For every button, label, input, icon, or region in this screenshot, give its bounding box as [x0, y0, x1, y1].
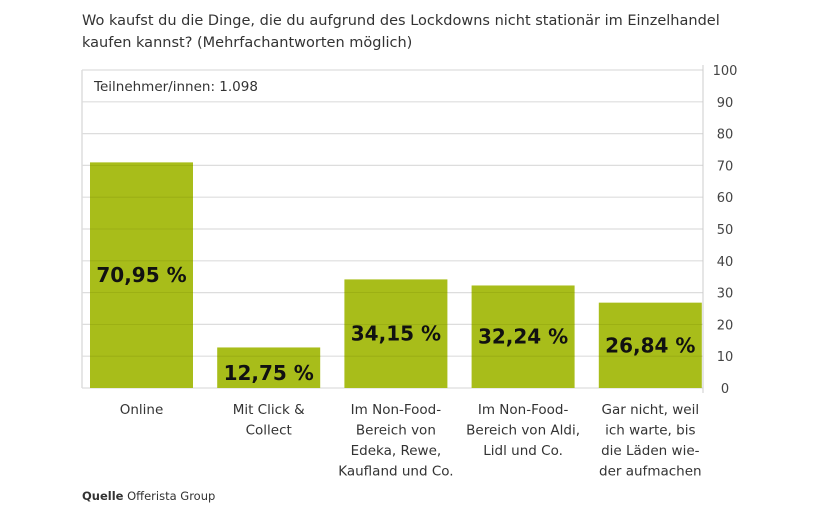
data-label: 12,75 %	[224, 361, 314, 385]
y-tick-label: 90	[717, 96, 734, 111]
data-label: 32,24 %	[478, 325, 568, 349]
x-tick-label: Bereich von Aldi,	[466, 423, 580, 439]
source-value: Offerista Group	[127, 489, 216, 503]
participants-note: Teilnehmer/innen: 1.098	[93, 79, 258, 95]
x-tick-label: Bereich von	[356, 423, 436, 439]
x-tick-label: Im Non-Food-	[351, 402, 442, 418]
x-tick-label: Gar nicht, weil	[602, 402, 700, 418]
bar	[90, 162, 193, 388]
x-tick-label: Kaufland und Co.	[338, 464, 453, 480]
y-tick-label: 30	[717, 287, 734, 302]
x-tick-label: Collect	[246, 423, 292, 439]
y-tick-label: 10	[717, 350, 734, 365]
x-tick-label: Edeka, Rewe,	[351, 443, 442, 459]
y-tick-label: 100	[713, 64, 738, 79]
x-tick-label: Online	[120, 402, 164, 418]
x-tick-label: Mit Click &	[233, 402, 305, 418]
data-label: 70,95 %	[96, 263, 186, 287]
bar	[217, 347, 321, 388]
x-tick-label: Im Non-Food-	[478, 402, 569, 418]
x-tick-label: Lidl und Co.	[483, 443, 563, 459]
x-tick-label: ich warte, bis	[605, 423, 695, 439]
x-tick-label: die Läden wie-	[601, 443, 700, 459]
data-label: 34,15 %	[351, 322, 441, 346]
bar	[598, 302, 702, 388]
x-tick-label: der aufmachen	[599, 464, 702, 480]
y-tick-label: 70	[717, 159, 734, 174]
y-tick-label: 40	[717, 255, 734, 270]
chart-title: Wo kaufst du die Dinge, die du aufgrund …	[82, 13, 720, 51]
y-tick-label: 60	[717, 191, 734, 206]
bar	[471, 285, 575, 388]
y-tick-label: 20	[717, 318, 734, 333]
bar	[344, 279, 448, 388]
y-tick-label: 80	[717, 128, 734, 143]
y-tick-label: 0	[721, 382, 729, 397]
y-tick-label: 50	[717, 223, 734, 238]
source-label: Quelle	[82, 489, 124, 503]
source-note: Quelle Offerista Group	[82, 489, 215, 503]
data-label: 26,84 %	[605, 333, 695, 357]
